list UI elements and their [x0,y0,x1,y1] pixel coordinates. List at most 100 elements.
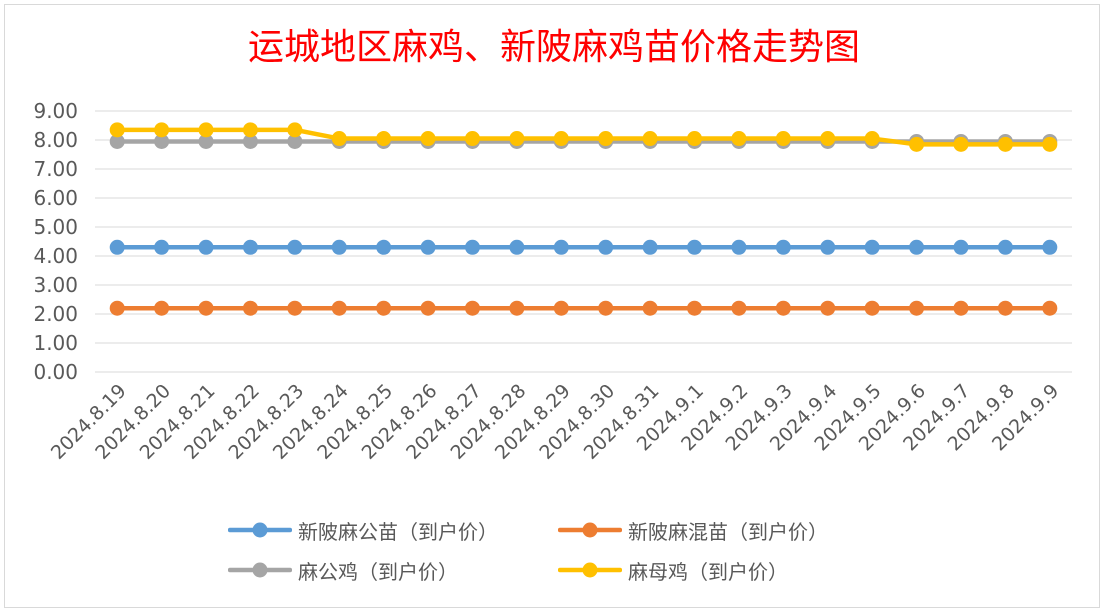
data-point [997,136,1013,152]
y-tick-label: 4.00 [33,244,78,268]
data-point [553,300,569,316]
data-point [331,300,347,316]
data-point [553,131,569,147]
y-tick-label: 6.00 [33,186,78,210]
data-point [598,300,614,316]
data-point [953,300,969,316]
data-point [287,133,303,149]
x-axis-tick-labels: 2024.8.192024.8.202024.8.212024.8.222024… [47,380,1064,464]
data-point [642,239,658,255]
y-tick-label: 2.00 [33,302,78,326]
data-point [331,239,347,255]
data-point [687,300,703,316]
data-point [642,131,658,147]
legend-swatch [558,522,622,538]
data-point [154,133,170,149]
y-axis-tick-labels: 0.00 1.00 2.00 3.00 4.00 5.00 6.00 7.00 8.00 9.00 [33,99,78,384]
data-point [376,239,392,255]
legend-item: 麻母鸡（到户价） [558,555,788,585]
y-tick-label: 1.00 [33,331,78,355]
y-tick-label: 0.00 [33,360,78,384]
data-point [731,131,747,147]
data-point [953,136,969,152]
y-tick-label: 9.00 [33,99,78,123]
data-point [154,239,170,255]
data-point [109,300,125,316]
data-point [731,300,747,316]
legend-label: 麻公鸡（到户价） [298,559,458,584]
data-point [420,131,436,147]
data-point [864,131,880,147]
data-point [775,300,791,316]
data-point [154,122,170,138]
data-point [953,239,969,255]
series-line [114,127,1053,147]
data-point [420,239,436,255]
data-point [820,131,836,147]
data-point [864,239,880,255]
data-point [509,300,525,316]
data-point [287,122,303,138]
data-point [820,239,836,255]
data-point [864,300,880,316]
data-point [1042,239,1058,255]
legend-label: 麻母鸡（到户价） [628,559,788,584]
data-point [1042,136,1058,152]
data-point [464,239,480,255]
series-2 [109,300,1058,316]
series-layer [109,122,1058,316]
legend-label: 新陂麻混苗（到户价） [628,519,828,544]
y-tick-label: 8.00 [33,128,78,152]
series-1 [109,239,1058,255]
y-tick-label: 3.00 [33,273,78,297]
data-point [598,239,614,255]
legend-item: 麻公鸡（到户价） [228,555,458,585]
data-point [553,239,569,255]
data-point [198,239,214,255]
legend-swatch [228,562,292,578]
data-point [909,300,925,316]
data-point [731,239,747,255]
data-point [1042,300,1058,316]
legend-label: 新陂麻公苗（到户价） [298,519,498,544]
data-point [820,300,836,316]
data-point [376,300,392,316]
data-point [464,131,480,147]
data-point [287,239,303,255]
data-point [109,133,125,149]
data-point [687,239,703,255]
data-point [509,131,525,147]
data-point [242,122,258,138]
data-point [154,300,170,316]
data-point [242,133,258,149]
data-point [642,300,658,316]
data-point [775,131,791,147]
data-point [242,300,258,316]
data-point [909,136,925,152]
data-point [109,239,125,255]
legend-item: 新陂麻混苗（到户价） [558,515,828,545]
data-point [242,239,258,255]
data-point [464,300,480,316]
series-4 [109,122,1058,152]
data-point [687,131,703,147]
data-point [198,122,214,138]
data-point [598,131,614,147]
legend-swatch [558,562,622,578]
data-point [997,239,1013,255]
y-tick-label: 7.00 [33,157,78,181]
data-point [376,131,392,147]
data-point [909,239,925,255]
legend-swatch [228,522,292,538]
data-point [775,239,791,255]
data-point [287,300,303,316]
data-point [109,122,125,138]
data-point [198,133,214,149]
data-point [198,300,214,316]
y-tick-label: 5.00 [33,215,78,239]
chart-title: 运城地区麻鸡、新陂麻鸡苗价格走势图 [247,27,860,68]
data-point [997,300,1013,316]
data-point [420,300,436,316]
gridlines [95,110,1072,373]
